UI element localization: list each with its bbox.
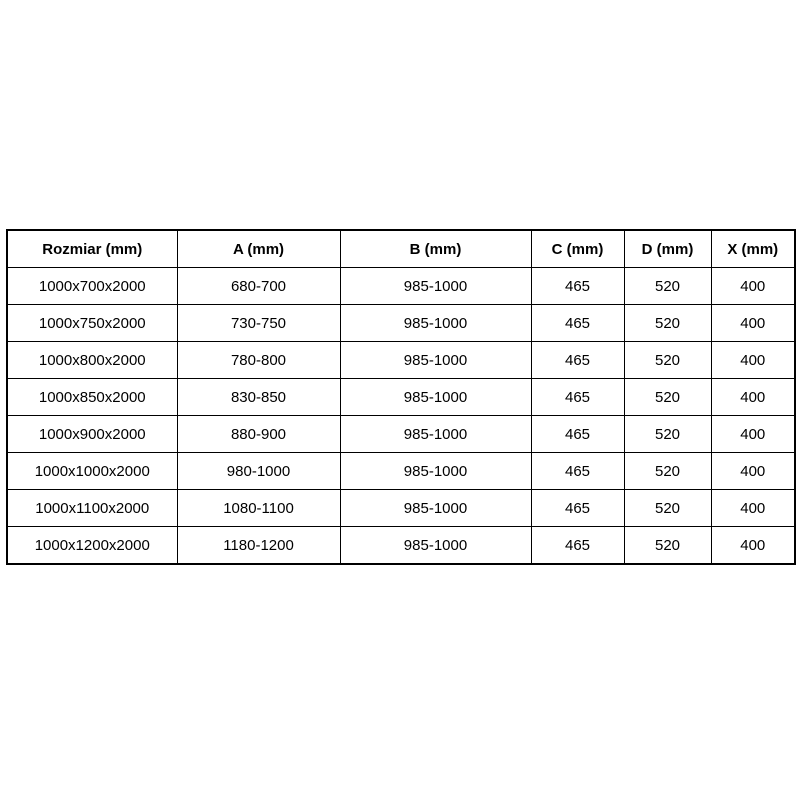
table-row: 1000x800x2000 780-800 985-1000 465 520 400 [6,341,796,379]
table-cell: 1000x850x2000 [6,378,178,416]
table-cell: 1000x1000x2000 [6,452,178,490]
table-body: 1000x700x2000 680-700 985-1000 465 520 400 100… [6,267,796,565]
table-cell: 520 [623,415,712,453]
table-cell: 1180-1200 [176,526,341,565]
table-cell: 465 [530,304,625,342]
column-header: Rozmiar (mm) [6,229,178,268]
table-row: 1000x1100x2000 1080-1100 985-1000 465 520 400 [6,489,796,527]
column-header: A (mm) [176,229,341,268]
size-specification-table: Rozmiar (mm) A (mm) B (mm) C (mm) D (mm) X (m… [6,229,796,565]
table-cell: 1000x1200x2000 [6,526,178,565]
table-cell: 400 [710,452,796,490]
table-cell: 985-1000 [339,267,532,305]
table-cell: 730-750 [176,304,341,342]
table-cell: 465 [530,415,625,453]
table-cell: 1000x800x2000 [6,341,178,379]
table-header-row: Rozmiar (mm) A (mm) B (mm) C (mm) D (mm) X (m… [6,229,796,268]
table-cell: 520 [623,452,712,490]
table-cell: 880-900 [176,415,341,453]
table-row: 1000x750x2000 730-750 985-1000 465 520 400 [6,304,796,342]
table-cell: 400 [710,489,796,527]
table-cell: 985-1000 [339,341,532,379]
table-cell: 465 [530,378,625,416]
table-cell: 1000x700x2000 [6,267,178,305]
table-row: 1000x850x2000 830-850 985-1000 465 520 400 [6,378,796,416]
table-row: 1000x700x2000 680-700 985-1000 465 520 400 [6,267,796,305]
table-cell: 680-700 [176,267,341,305]
column-header: C (mm) [530,229,625,268]
column-header: B (mm) [339,229,532,268]
table-cell: 400 [710,304,796,342]
table-cell: 980-1000 [176,452,341,490]
table-cell: 400 [710,267,796,305]
table-row: 1000x1000x2000 980-1000 985-1000 465 520 400 [6,452,796,490]
table-cell: 520 [623,378,712,416]
table-cell: 465 [530,489,625,527]
table-cell: 465 [530,267,625,305]
table-row: 1000x900x2000 880-900 985-1000 465 520 400 [6,415,796,453]
table-cell: 830-850 [176,378,341,416]
table-cell: 520 [623,526,712,565]
table-cell: 520 [623,267,712,305]
table-cell: 985-1000 [339,489,532,527]
table-cell: 465 [530,526,625,565]
table-row: 1000x1200x2000 1180-1200 985-1000 465 520 400 [6,526,796,565]
table-cell: 985-1000 [339,304,532,342]
table-cell: 520 [623,304,712,342]
table-cell: 400 [710,378,796,416]
table-cell: 985-1000 [339,526,532,565]
table-cell: 520 [623,489,712,527]
table-cell: 400 [710,415,796,453]
table-cell: 465 [530,452,625,490]
table-cell: 1000x750x2000 [6,304,178,342]
table-cell: 1000x900x2000 [6,415,178,453]
table-cell: 985-1000 [339,415,532,453]
table-cell: 520 [623,341,712,379]
table-cell: 780-800 [176,341,341,379]
column-header: X (mm) [710,229,796,268]
column-header: D (mm) [623,229,712,268]
table-cell: 1000x1100x2000 [6,489,178,527]
table-cell: 985-1000 [339,452,532,490]
table-cell: 1080-1100 [176,489,341,527]
table-cell: 400 [710,341,796,379]
table-cell: 465 [530,341,625,379]
table-cell: 985-1000 [339,378,532,416]
table-cell: 400 [710,526,796,565]
